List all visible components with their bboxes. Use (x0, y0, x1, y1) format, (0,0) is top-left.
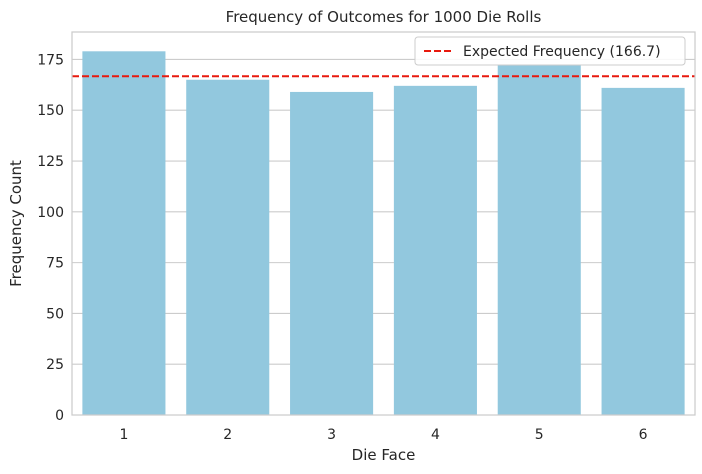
y-tick-label: 75 (46, 256, 64, 272)
bar-face-2 (186, 79, 270, 415)
legend-label: Expected Frequency (166.7) (463, 44, 661, 60)
y-tick-label: 175 (37, 52, 64, 68)
bar-face-6 (601, 87, 685, 415)
y-ticks: 0 25 50 75 100 125 150 175 (37, 52, 64, 424)
x-tick-label: 3 (327, 427, 336, 443)
x-ticks: 1 2 3 4 5 6 (119, 427, 647, 443)
x-tick-label: 4 (431, 427, 440, 443)
y-axis-label: Frequency Count (7, 160, 25, 287)
y-tick-label: 150 (37, 103, 64, 119)
y-tick-label: 0 (55, 408, 64, 424)
x-tick-label: 5 (535, 427, 544, 443)
bar-face-5 (497, 65, 581, 415)
legend-box (414, 36, 686, 66)
bar-face-1 (82, 51, 166, 415)
y-tick-label: 25 (46, 357, 64, 373)
x-tick-label: 6 (639, 427, 648, 443)
y-tick-label: 50 (46, 306, 64, 322)
bar-face-4 (393, 85, 477, 415)
x-axis-label: Die Face (352, 446, 416, 464)
y-tick-label: 100 (37, 205, 64, 221)
bar-face-3 (290, 91, 374, 415)
legend: Expected Frequency (166.7) (414, 36, 686, 66)
x-tick-label: 1 (119, 427, 128, 443)
plot-frame (71, 31, 696, 416)
y-tick-label: 125 (37, 154, 64, 170)
plot-background (72, 32, 695, 415)
bars (82, 51, 685, 415)
chart-title: Frequency of Outcomes for 1000 Die Rolls (226, 8, 542, 26)
x-tick-label: 2 (223, 427, 232, 443)
